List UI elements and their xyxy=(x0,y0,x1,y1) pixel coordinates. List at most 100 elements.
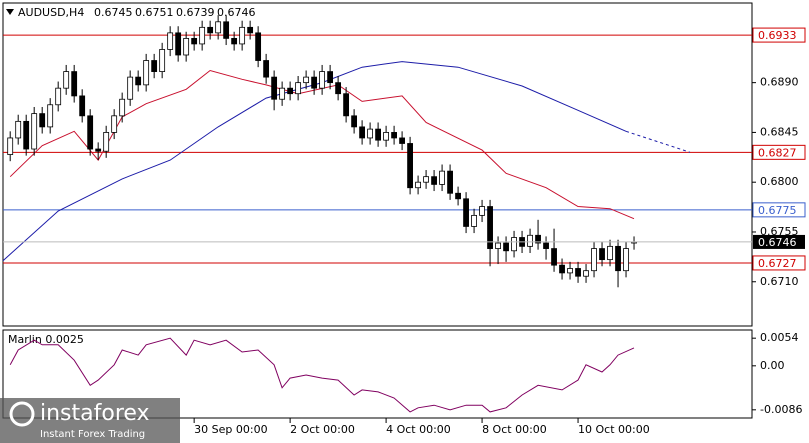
candle-body xyxy=(87,115,94,150)
candle-body xyxy=(39,113,46,128)
candle-body xyxy=(335,82,342,95)
candle-body xyxy=(343,93,350,117)
candle-body xyxy=(367,128,374,139)
moving-average xyxy=(625,130,691,153)
candle-body xyxy=(559,264,565,274)
candle-body xyxy=(55,87,62,106)
candle-body xyxy=(79,95,86,117)
candle-body xyxy=(511,237,517,252)
candle-body xyxy=(431,176,437,185)
candle-body xyxy=(239,26,246,45)
candle-body xyxy=(375,128,381,141)
candle-body xyxy=(439,170,445,185)
y-tick-label: 0.6845 xyxy=(760,125,799,138)
candle-body xyxy=(311,76,318,89)
oscillator-line xyxy=(9,337,635,413)
candle-body xyxy=(23,120,30,150)
candle-body xyxy=(583,270,589,277)
candle-body xyxy=(471,214,477,227)
y-tick-label: 0.0054 xyxy=(760,331,799,344)
y-tick-label: -0.0086 xyxy=(760,403,802,416)
candle-body xyxy=(151,60,158,72)
watermark: instaforex Instant Forex Trading xyxy=(0,398,180,443)
candle-body xyxy=(207,26,214,34)
candle-body xyxy=(143,60,150,86)
candle-body xyxy=(263,60,270,78)
candle-body xyxy=(535,234,541,244)
candle-body xyxy=(31,113,38,150)
candle-body xyxy=(295,82,302,95)
level-label: 0.6727 xyxy=(758,257,797,270)
candle-body xyxy=(351,115,358,128)
candle-body xyxy=(159,49,166,72)
candle-body xyxy=(495,242,501,249)
candle-body xyxy=(303,76,310,84)
high: 0.6751 xyxy=(135,6,174,19)
level-label-box xyxy=(752,27,806,43)
candle-body xyxy=(135,76,142,86)
price-label-box xyxy=(753,234,805,249)
candle-body xyxy=(7,137,14,155)
candle-body xyxy=(591,248,597,272)
header: AUDUSD,H4 0.6745 0.6751 0.6739 0.6746 xyxy=(18,6,256,19)
candle-body xyxy=(247,26,254,34)
level-label-box xyxy=(752,202,806,218)
watermark-brand: instaforex xyxy=(40,401,150,426)
oscillator-title: Marlin 0.0025 xyxy=(8,333,84,346)
candle-body xyxy=(47,104,54,128)
candle-body xyxy=(599,248,605,261)
candle-body xyxy=(183,37,190,56)
x-tick-label: 8 Oct 00:00 xyxy=(482,423,547,436)
candle-body xyxy=(255,32,262,61)
candle-body xyxy=(607,245,613,261)
candle-body xyxy=(175,32,182,56)
candle-body xyxy=(95,148,102,152)
candle-body xyxy=(463,198,469,227)
candle-body xyxy=(111,115,118,133)
candle-body xyxy=(447,170,453,194)
close: 0.6746 xyxy=(217,6,256,19)
candle-body xyxy=(199,26,206,45)
candle-body xyxy=(551,248,557,266)
y-tick-label: 0.00 xyxy=(760,359,785,372)
candle-body xyxy=(119,98,126,117)
candle-body xyxy=(71,71,78,97)
open: 0.6745 xyxy=(94,6,133,19)
candle-body xyxy=(455,192,461,200)
candle-body xyxy=(623,248,629,272)
candle-body xyxy=(271,76,278,100)
candle-body xyxy=(391,132,397,139)
oscillator-pane xyxy=(2,329,753,419)
price-pane xyxy=(2,2,753,327)
candle-body xyxy=(415,181,421,189)
candle-body xyxy=(543,242,549,249)
candle-body xyxy=(399,137,405,144)
price-label: 0.6746 xyxy=(758,236,797,249)
candle-body xyxy=(167,32,174,50)
candle-body xyxy=(287,87,294,95)
candle-body xyxy=(15,120,22,139)
candle-body xyxy=(479,206,485,216)
x-tick-label: 10 Oct 00:00 xyxy=(578,423,650,436)
y-tick-label: 0.6710 xyxy=(760,275,799,288)
candle-body xyxy=(215,21,222,34)
candle-body xyxy=(223,21,230,39)
candle-body xyxy=(63,71,70,89)
symbol: AUDUSD,H4 xyxy=(18,6,84,19)
level-label-box xyxy=(752,255,806,271)
watermark-tagline: Instant Forex Trading xyxy=(40,429,145,440)
candle-body xyxy=(503,242,509,252)
candle-body xyxy=(615,245,621,272)
candle-body xyxy=(575,268,581,277)
candle-body xyxy=(103,132,110,152)
y-tick-label: 0.6890 xyxy=(760,76,799,89)
candle-body xyxy=(319,71,326,89)
level-label-box xyxy=(752,144,806,160)
candle-body xyxy=(279,87,286,100)
level-label: 0.6827 xyxy=(758,146,797,159)
candle-body xyxy=(327,71,334,84)
level-label: 0.6775 xyxy=(758,204,797,217)
candle-body xyxy=(359,126,366,139)
x-tick-label: 2 Oct 00:00 xyxy=(290,423,355,436)
